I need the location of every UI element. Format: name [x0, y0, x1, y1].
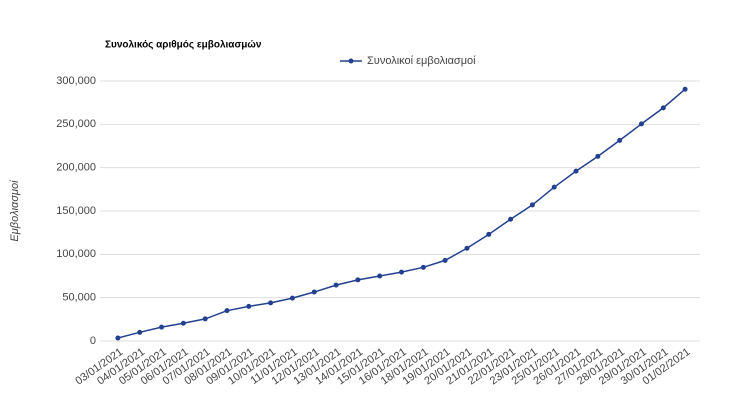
point [355, 277, 361, 283]
y-tick-label: 200,000 [56, 162, 96, 174]
point [486, 231, 492, 237]
point [333, 282, 339, 288]
point [202, 316, 208, 322]
point [246, 303, 252, 309]
y-tick-label: 50,000 [62, 292, 96, 304]
y-tick-label: 250,000 [56, 118, 96, 130]
point [638, 121, 644, 127]
point [224, 308, 230, 314]
point [399, 269, 404, 275]
legend-marker [348, 58, 354, 64]
point [617, 137, 623, 143]
point [159, 324, 165, 330]
point [311, 289, 317, 295]
point [268, 300, 274, 306]
line [117, 88, 686, 339]
y-tick-label: 150,000 [56, 205, 96, 217]
y-axis-label: Εμβολιασμοί [9, 179, 21, 242]
point [115, 335, 121, 341]
point [289, 295, 295, 301]
point [529, 202, 535, 208]
point [180, 320, 186, 326]
point [442, 257, 448, 263]
y-tick-label: 0 [90, 335, 96, 347]
point [464, 245, 470, 251]
point [573, 168, 579, 174]
legend-label: Συνολικοί εμβολιασμοί [367, 55, 476, 67]
point [682, 86, 688, 92]
y-tick-label: 100,000 [56, 248, 96, 260]
point [508, 216, 514, 222]
point [660, 105, 666, 111]
point [595, 153, 601, 159]
chart-title: Συνολικός αριθμός εμβολιασμών [105, 40, 262, 51]
point [137, 329, 143, 335]
point [551, 184, 557, 190]
y-tick-label: 300,000 [56, 75, 96, 87]
point [420, 264, 426, 270]
point [377, 273, 383, 279]
